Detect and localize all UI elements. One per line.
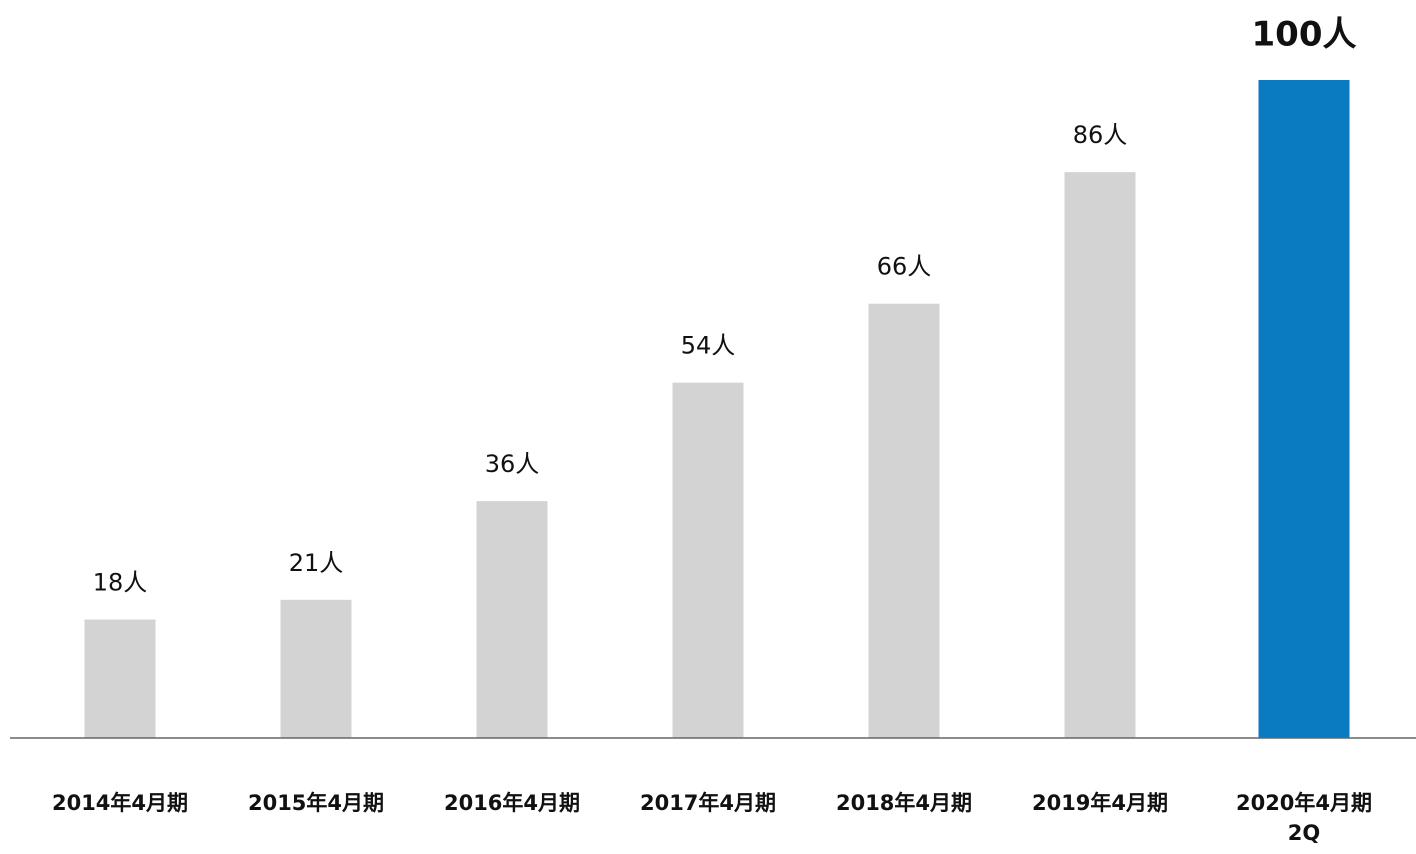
value-label: 54人 <box>681 332 736 360</box>
bar <box>672 382 744 738</box>
x-tick-label: 2016年4月期 <box>443 791 581 815</box>
value-label: 21人 <box>289 549 344 577</box>
x-tick-label: 2014年4月期 <box>51 791 189 815</box>
x-tick-label: 2019年4月期 <box>1031 791 1169 815</box>
value-label: 86人 <box>1073 121 1128 149</box>
bar <box>868 303 940 738</box>
x-tick-label: 2018年4月期 <box>835 791 973 815</box>
value-label: 36人 <box>485 450 540 478</box>
value-label: 66人 <box>877 253 932 281</box>
value-label: 18人 <box>93 569 148 597</box>
bar <box>1258 80 1350 738</box>
bar <box>476 501 548 738</box>
bar <box>280 599 352 738</box>
x-tick-label: 2015年4月期 <box>247 791 385 815</box>
value-label: 100人 <box>1252 15 1357 55</box>
x-tick-label: 2020年4月期 2Q <box>1235 791 1373 845</box>
bar <box>1064 172 1136 738</box>
x-tick-label: 2017年4月期 <box>639 791 777 815</box>
bar <box>84 619 156 738</box>
